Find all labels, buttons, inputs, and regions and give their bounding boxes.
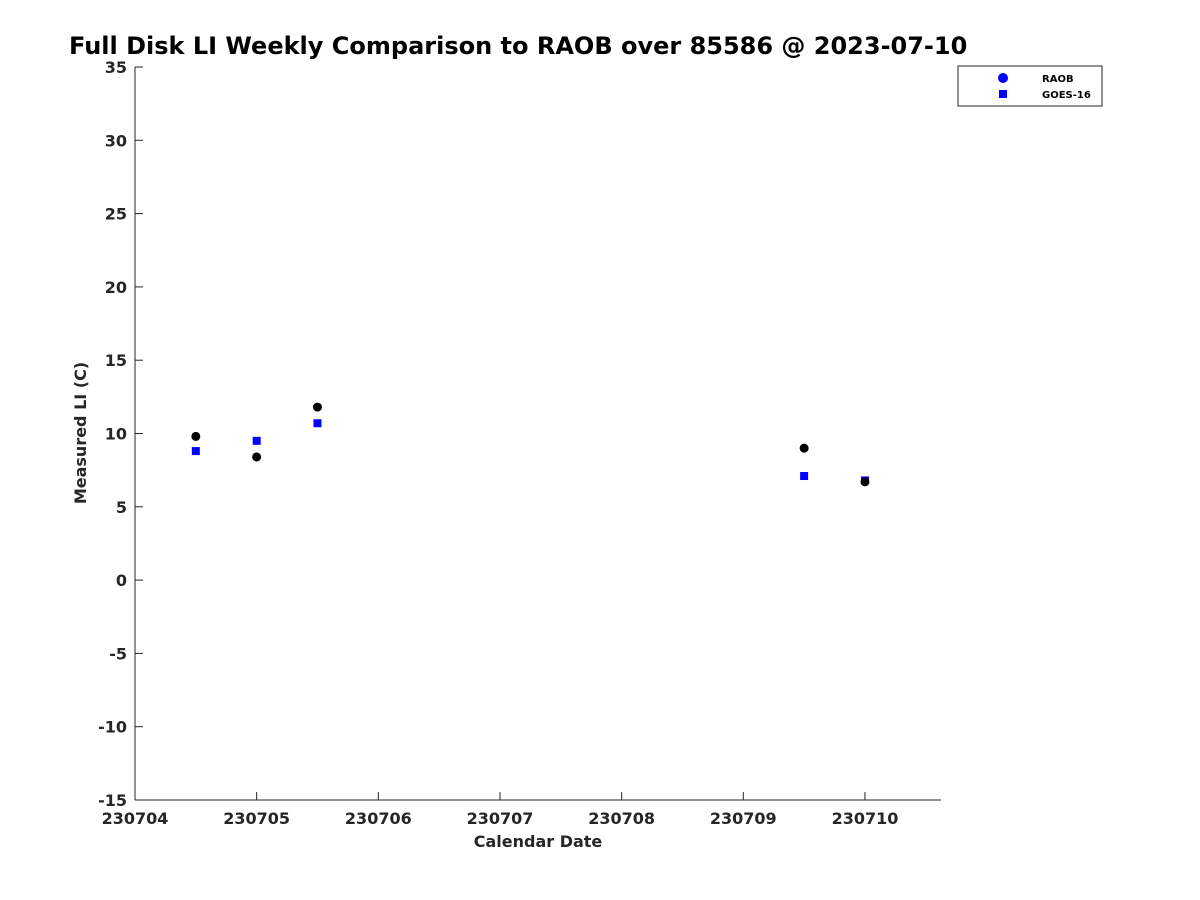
data-point-raob: [860, 477, 870, 487]
data-point-raob: [252, 452, 262, 462]
y-tick-label: 35: [105, 58, 127, 77]
x-tick-label: 230709: [710, 809, 777, 828]
data-point-goes-16: [191, 447, 200, 456]
y-tick-label: -5: [109, 644, 127, 663]
legend[interactable]: RAOB GOES-16: [957, 65, 1103, 107]
legend-items: RAOB GOES-16: [998, 73, 1091, 101]
x-axis-label: Calendar Date: [474, 832, 603, 851]
legend-marker-goes-16: [999, 90, 1007, 98]
data-point-raob: [799, 443, 809, 453]
legend-label-raob: RAOB: [1042, 74, 1074, 85]
legend-marker-raob: [998, 73, 1008, 83]
x-ticks: 230704 230705 230706 230707 230708 230709 2307…: [102, 792, 899, 828]
x-tick-label: 230710: [832, 809, 899, 828]
x-tick-label: 230708: [588, 809, 655, 828]
y-tick-label: 25: [105, 205, 127, 224]
x-tick-label: 230706: [345, 809, 412, 828]
y-tick-label: -10: [98, 718, 127, 737]
data-point-raob: [191, 431, 201, 441]
y-tick-label: 30: [105, 131, 127, 150]
y-ticks: 35 30 25 20 15 10 5 0 -5 -10 -15: [98, 58, 143, 810]
x-tick-label: 230704: [102, 809, 169, 828]
y-tick-label: 20: [105, 278, 127, 297]
data-point-goes-16: [800, 472, 809, 481]
x-tick-label: 230707: [467, 809, 534, 828]
chart-title: Full Disk LI Weekly Comparison to RAOB o…: [69, 32, 967, 60]
y-axis-label: Measured LI (C): [71, 362, 90, 504]
data-point-goes-16: [313, 419, 322, 428]
y-tick-label: 5: [116, 498, 127, 517]
y-tick-label: -15: [98, 791, 127, 810]
data-point-goes-16: [252, 436, 261, 445]
y-tick-label: 0: [116, 571, 127, 590]
data-point-raob: [312, 402, 322, 412]
y-tick-label: 10: [105, 425, 127, 444]
axes: [134, 67, 941, 801]
legend-label-goes-16: GOES-16: [1042, 90, 1091, 101]
y-tick-label: 15: [105, 351, 127, 370]
x-tick-label: 230705: [223, 809, 290, 828]
data-points: [191, 402, 870, 487]
legend-box: [957, 65, 1103, 107]
